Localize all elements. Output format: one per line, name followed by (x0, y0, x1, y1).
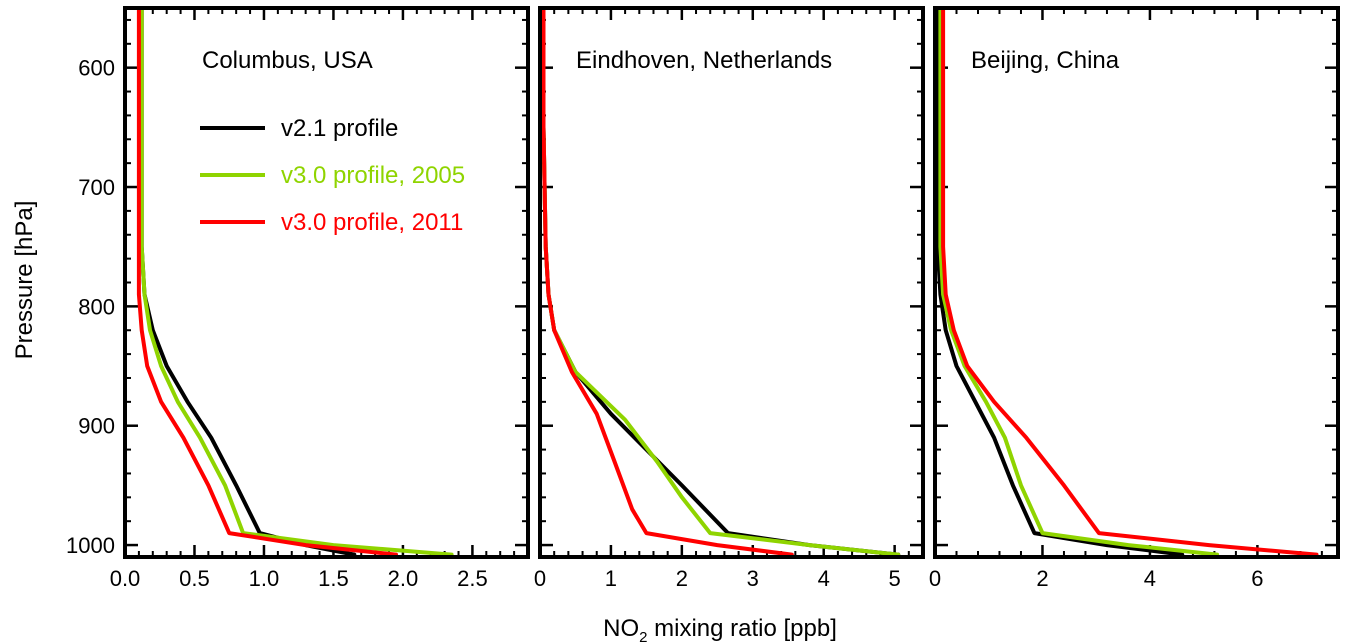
x-tick-label: 2 (676, 566, 688, 591)
series-line-v21 (935, 6, 1185, 557)
series-line-v21 (541, 6, 901, 557)
series-line-v30_2005 (139, 6, 454, 557)
x-axis-label: NO2 mixing ratio [ppb] (603, 615, 837, 643)
panel-3: 0 2 4 6 Beijing, China (929, 6, 1340, 591)
series-line-v30_2011 (136, 6, 398, 557)
x-tick-label: 4 (818, 566, 830, 591)
x-axis-label-main: NO (603, 615, 639, 642)
legend: v2.1 profile v3.0 profile, 2005 v3.0 profi… (200, 115, 465, 236)
y-tick-label: 900 (78, 414, 115, 439)
panel-title: Beijing, China (971, 47, 1120, 74)
legend-label: v3.0 profile, 2005 (281, 162, 465, 189)
y-axis-label: Pressure [hPa] (11, 201, 38, 360)
x-tick-label: 3 (747, 566, 759, 591)
series-line-v30_2005 (938, 6, 1220, 557)
series-line-v30_2011 (541, 6, 794, 557)
x-tick-label: 2 (1036, 566, 1048, 591)
legend-label: v2.1 profile (281, 115, 398, 142)
x-axis-label-rest: mixing ratio [ppb] (647, 615, 836, 642)
x-tick-label: 0.5 (179, 566, 210, 591)
x-tick-label: 1.0 (249, 566, 280, 591)
y-tick-label: 800 (78, 294, 115, 319)
series-line-v21 (139, 6, 357, 557)
x-tick-label: 0 (534, 566, 546, 591)
legend-item: v3.0 profile, 2005 (200, 162, 465, 189)
x-tick-label: 2.5 (457, 566, 488, 591)
panel-frame (933, 6, 1340, 559)
x-tick-label: 6 (1251, 566, 1263, 591)
panel-frame (538, 6, 925, 559)
series-line-v30_2011 (941, 6, 1319, 557)
x-tick-label: 2.0 (388, 566, 419, 591)
panel-2: 0 1 2 3 4 5 Eindhoven, Netherlands (534, 6, 925, 591)
x-tick-label: 1.5 (318, 566, 349, 591)
series-line-v30_2005 (541, 6, 901, 557)
legend-label: v3.0 profile, 2011 (281, 209, 463, 236)
panel-1: 600 700 800 900 1000 0.0 0.5 1.0 1.5 2.0 2.5 Columb… (66, 6, 530, 591)
y-tick-label: 600 (78, 56, 115, 81)
x-tick-label: 1 (605, 566, 617, 591)
panel-title: Columbus, USA (202, 47, 373, 74)
legend-item: v2.1 profile (200, 115, 398, 142)
x-tick-label: 0 (929, 566, 941, 591)
panel-frame (123, 6, 530, 559)
x-tick-label: 4 (1144, 566, 1156, 591)
x-tick-label: 0.0 (110, 566, 141, 591)
legend-item: v3.0 profile, 2011 (200, 209, 463, 236)
y-tick-label: 1000 (66, 533, 115, 558)
y-tick-label: 700 (78, 175, 115, 200)
panel-title: Eindhoven, Netherlands (576, 47, 832, 74)
x-axis-label-subscript: 2 (639, 629, 647, 643)
x-tick-label: 5 (889, 566, 901, 591)
